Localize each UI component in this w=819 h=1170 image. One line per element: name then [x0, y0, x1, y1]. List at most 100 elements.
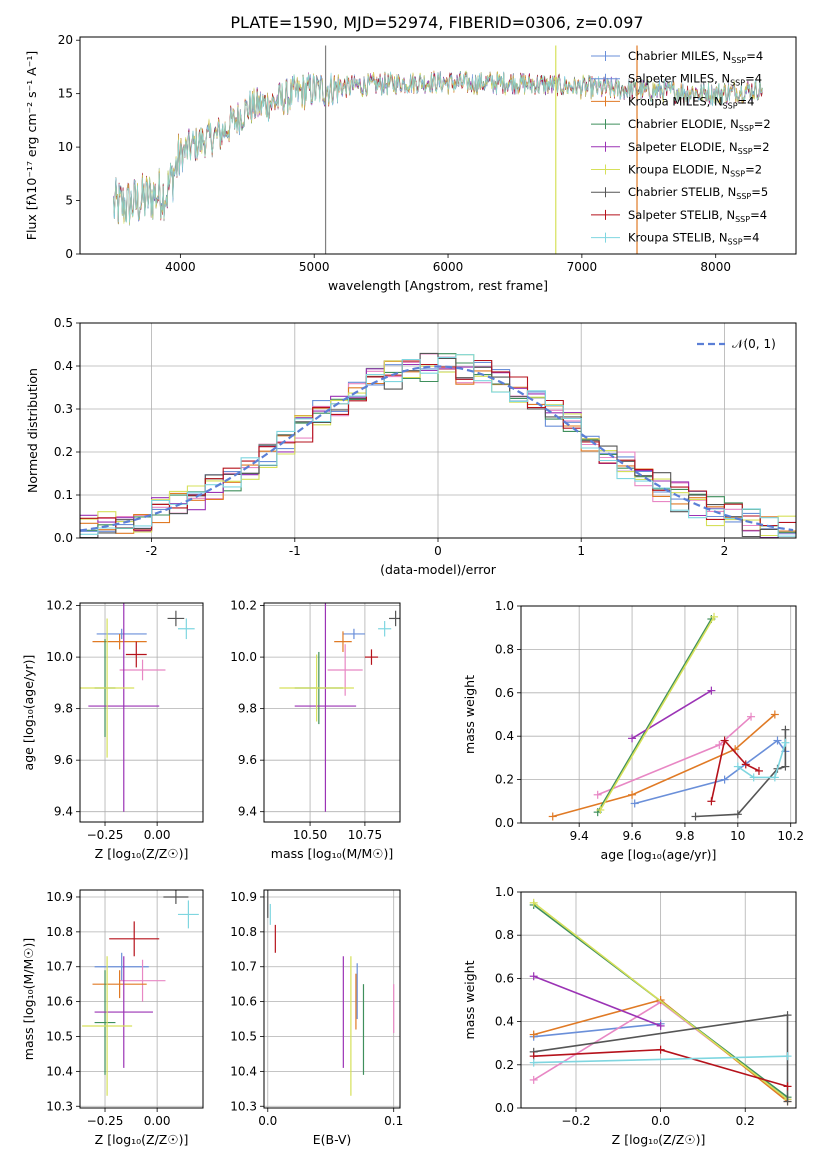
y-tick-label: 10.7 [230, 960, 257, 974]
axes-frame [520, 605, 797, 824]
legend-subscript: SSP [730, 170, 745, 179]
x-tick-label: 0.00 [144, 1114, 171, 1128]
y-tick-label: 20 [58, 33, 73, 47]
legend-count: =4 [738, 94, 755, 108]
data-point-salpeter-elodie [88, 603, 160, 812]
x-tick-label: 6000 [433, 260, 464, 274]
legend-count: =4 [746, 49, 763, 63]
y-tick-label: 10.6 [46, 995, 73, 1009]
y-tick-label: 10.8 [46, 925, 73, 939]
series-line [533, 975, 661, 1027]
series-line [597, 618, 713, 813]
plot-area [80, 890, 203, 1108]
y-tick-label: 10 [58, 140, 73, 154]
axes-frame [520, 891, 797, 1109]
x-tick-label: −0.2 [561, 1114, 590, 1128]
data-point-salpeter-elodie [294, 603, 357, 812]
plot-area [113, 45, 763, 254]
data-point-kroupa-elodie [279, 654, 354, 722]
data-point-salpeter-stelib [109, 921, 160, 957]
y-tick-label: 10.3 [46, 1099, 73, 1113]
series-line [710, 738, 760, 802]
y-tick-label: 9.6 [238, 753, 257, 767]
spectrum-line [113, 71, 763, 223]
panel-age_vs_mass: 10.50 10.75 9.4 9.6 9.8 10.0 10.2 mass [log₁₀(M… [230, 599, 401, 861]
x-tick-label: -1 [289, 544, 301, 558]
legend-entry-label: Kroupa ELODIE, NSSP=2 [628, 163, 762, 179]
data-point-chabrier-miles [94, 952, 149, 981]
x-tick-label: 7000 [567, 260, 598, 274]
series-line [533, 902, 788, 1101]
panel-weight_vs_Z: −0.2 0.0 0.2 0.0 0.2 0.4 0.6 0.8 1.0 Z [log₁₀(Z/Z… [462, 885, 797, 1147]
x-tick-label: 0.1 [384, 1114, 403, 1128]
x-axis-label: wavelength [Angstrom, rest frame] [328, 278, 548, 293]
y-tick-label: 10.5 [230, 1029, 257, 1043]
data-point-chabrier-stelib [167, 610, 185, 627]
series-line [634, 739, 787, 805]
x-axis-label: mass [log₁₀(M/M☉)] [271, 846, 393, 861]
legend-entry-label: Chabrier MILES, NSSP=4 [628, 49, 763, 65]
series-salpeter-elodie [529, 972, 665, 1030]
y-tick-label: 0.5 [54, 316, 73, 330]
y-tick-label: 10.3 [230, 1099, 257, 1113]
x-tick-label: 1 [577, 544, 585, 558]
legend-count: =4 [745, 72, 762, 86]
x-tick-label: 4000 [165, 260, 196, 274]
data-point-salpeter-stelib [125, 641, 147, 668]
x-axis-label: Z [log₁₀(Z/Z☉)] [95, 1132, 189, 1147]
y-tick-label: 1.0 [495, 885, 514, 899]
legend-subscript: SSP [723, 101, 738, 110]
y-tick-label: 0.2 [495, 773, 514, 787]
x-axis-label: age [log₁₀(age/yr)] [601, 847, 717, 862]
y-tick-label: 10.0 [230, 650, 257, 664]
legend-subscript: SSP [736, 192, 751, 201]
y-tick-label: 10.2 [46, 599, 73, 613]
y-axis-label: mass weight [462, 960, 477, 1039]
y-tick-label: 10.9 [230, 890, 257, 904]
data-point-kroupa-stelib [177, 900, 199, 929]
data-point-salpeter-miles [119, 959, 166, 1002]
legend-count: =4 [743, 231, 760, 245]
plot-area [264, 603, 400, 822]
panel-spectrum: 4000 5000 6000 7000 8000 0 5 10 15 20 wavelength [… [24, 33, 797, 293]
y-axis-label: Flux [fλ10⁻¹⁷ erg cm⁻² s⁻¹ A⁻¹] [24, 51, 39, 240]
data-point-chabrier-elodie [94, 970, 116, 1075]
legend-entry-label: Chabrier ELODIE, NSSP=2 [628, 117, 771, 133]
data-point-kroupa-miles [334, 631, 352, 652]
data-point-chabrier-miles [96, 628, 147, 640]
panel-age_vs_Z: −0.25 0.00 9.4 9.6 9.8 10.0 10.2 Z [log₁₀(Z/Z☉)… [21, 599, 204, 861]
y-tick-label: 10.5 [46, 1029, 73, 1043]
x-tick-label: 0.0 [651, 1114, 670, 1128]
x-tick-label: 0.00 [144, 828, 171, 842]
axes-frame [79, 602, 204, 823]
y-tick-label: 0.6 [495, 686, 514, 700]
series-salpeter-miles [593, 712, 756, 799]
y-tick-label: 15 [58, 87, 73, 101]
x-tick-label: 0.2 [736, 1114, 755, 1128]
legend-entry-label: Salpeter MILES, NSSP=4 [628, 72, 762, 88]
y-tick-label: 5 [65, 194, 73, 208]
data-point-chabrier-miles [342, 628, 365, 640]
x-tick-label: 0.0 [258, 1114, 277, 1128]
y-axis-label: mass weight [462, 675, 477, 754]
legend-count: =2 [753, 140, 770, 154]
x-axis-label: Z [log₁₀(Z/Z☉)] [612, 1132, 706, 1147]
x-tick-label: 10.50 [293, 828, 327, 842]
x-tick-label: 8000 [700, 260, 731, 274]
axes-frame [263, 889, 401, 1109]
x-axis-label: E(B-V) [313, 1132, 352, 1147]
series-line [533, 1055, 788, 1064]
y-tick-label: 0.0 [54, 531, 73, 545]
y-tick-label: 0.8 [495, 642, 514, 656]
data-point-salpeter-stelib [364, 649, 379, 665]
y-tick-label: 0.1 [54, 488, 73, 502]
y-tick-label: 9.8 [238, 702, 257, 716]
data-point-salpeter-miles [327, 644, 363, 696]
y-tick-label: 9.8 [54, 702, 73, 716]
series-kroupa-stelib [529, 1052, 792, 1067]
axes-frame [79, 322, 797, 539]
data-point-kroupa-elodie [80, 618, 135, 758]
legend-subscript: SSP [728, 238, 743, 247]
plot-area [264, 890, 400, 1108]
